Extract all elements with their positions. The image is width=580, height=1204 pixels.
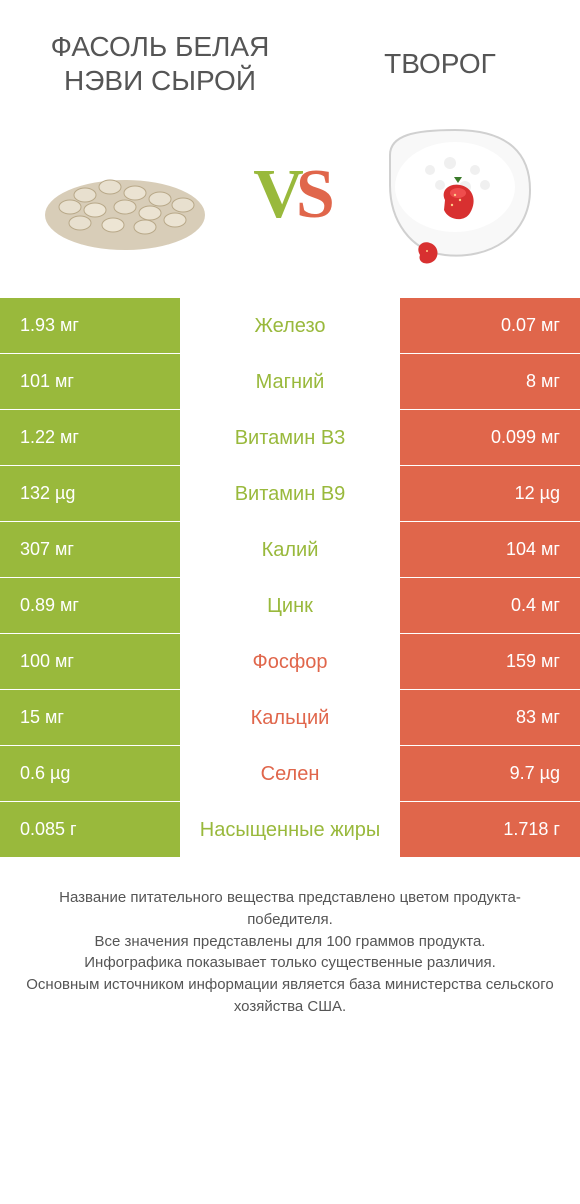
left-value-cell: 0.6 µg	[0, 746, 180, 801]
right-value-cell: 1.718 г	[400, 802, 580, 857]
left-product-title: ФАСОЛЬ БЕЛАЯ НЭВИ СЫРОЙ	[40, 30, 280, 97]
table-row: 0.89 мгЦинк0.4 мг	[0, 577, 580, 633]
left-value-cell: 15 мг	[0, 690, 180, 745]
nutrient-name-cell: Кальций	[180, 690, 400, 745]
header: ФАСОЛЬ БЕЛАЯ НЭВИ СЫРОЙ ТВОРОГ	[0, 0, 580, 97]
right-value-cell: 12 µg	[400, 466, 580, 521]
right-value-cell: 8 мг	[400, 354, 580, 409]
vs-v: V	[253, 156, 296, 233]
footer-line-1: Название питательного вещества представл…	[25, 887, 555, 931]
right-value-cell: 0.07 мг	[400, 298, 580, 353]
nutrient-name-cell: Железо	[180, 298, 400, 353]
nutrient-name-cell: Витамин B3	[180, 410, 400, 465]
right-product-title: ТВОРОГ	[340, 47, 540, 81]
right-value-cell: 9.7 µg	[400, 746, 580, 801]
nutrient-name-cell: Цинк	[180, 578, 400, 633]
nutrient-name-cell: Селен	[180, 746, 400, 801]
table-row: 15 мгКальций83 мг	[0, 689, 580, 745]
left-value-cell: 1.22 мг	[0, 410, 180, 465]
table-row: 132 µgВитамин B912 µg	[0, 465, 580, 521]
beans-icon	[35, 135, 215, 255]
left-value-cell: 0.085 г	[0, 802, 180, 857]
cottage-cheese-icon	[370, 115, 540, 275]
table-row: 0.6 µgСелен9.7 µg	[0, 745, 580, 801]
right-value-cell: 0.099 мг	[400, 410, 580, 465]
left-value-cell: 100 мг	[0, 634, 180, 689]
right-value-cell: 0.4 мг	[400, 578, 580, 633]
footer-line-2: Все значения представлены для 100 граммо…	[25, 931, 555, 953]
footer-notes: Название питательного вещества представл…	[0, 857, 580, 1018]
vs-label: VS	[253, 155, 327, 235]
nutrient-name-cell: Насыщенные жиры	[180, 802, 400, 857]
footer-line-4: Основным источником информации является …	[25, 974, 555, 1018]
nutrient-name-cell: Витамин B9	[180, 466, 400, 521]
table-row: 1.22 мгВитамин B30.099 мг	[0, 409, 580, 465]
comparison-table: 1.93 мгЖелезо0.07 мг101 мгМагний8 мг1.22…	[0, 297, 580, 857]
nutrient-name-cell: Магний	[180, 354, 400, 409]
left-value-cell: 1.93 мг	[0, 298, 180, 353]
left-value-cell: 101 мг	[0, 354, 180, 409]
table-row: 100 мгФосфор159 мг	[0, 633, 580, 689]
table-row: 1.93 мгЖелезо0.07 мг	[0, 297, 580, 353]
right-value-cell: 83 мг	[400, 690, 580, 745]
left-value-cell: 132 µg	[0, 466, 180, 521]
images-row: VS	[0, 97, 580, 297]
vs-s: S	[296, 156, 327, 233]
nutrient-name-cell: Фосфор	[180, 634, 400, 689]
left-value-cell: 0.89 мг	[0, 578, 180, 633]
table-row: 307 мгКалий104 мг	[0, 521, 580, 577]
table-row: 0.085 гНасыщенные жиры1.718 г	[0, 801, 580, 857]
right-product-image	[360, 115, 550, 275]
right-value-cell: 104 мг	[400, 522, 580, 577]
table-row: 101 мгМагний8 мг	[0, 353, 580, 409]
right-value-cell: 159 мг	[400, 634, 580, 689]
left-product-image	[30, 115, 220, 275]
left-value-cell: 307 мг	[0, 522, 180, 577]
nutrient-name-cell: Калий	[180, 522, 400, 577]
footer-line-3: Инфографика показывает только существенн…	[25, 952, 555, 974]
